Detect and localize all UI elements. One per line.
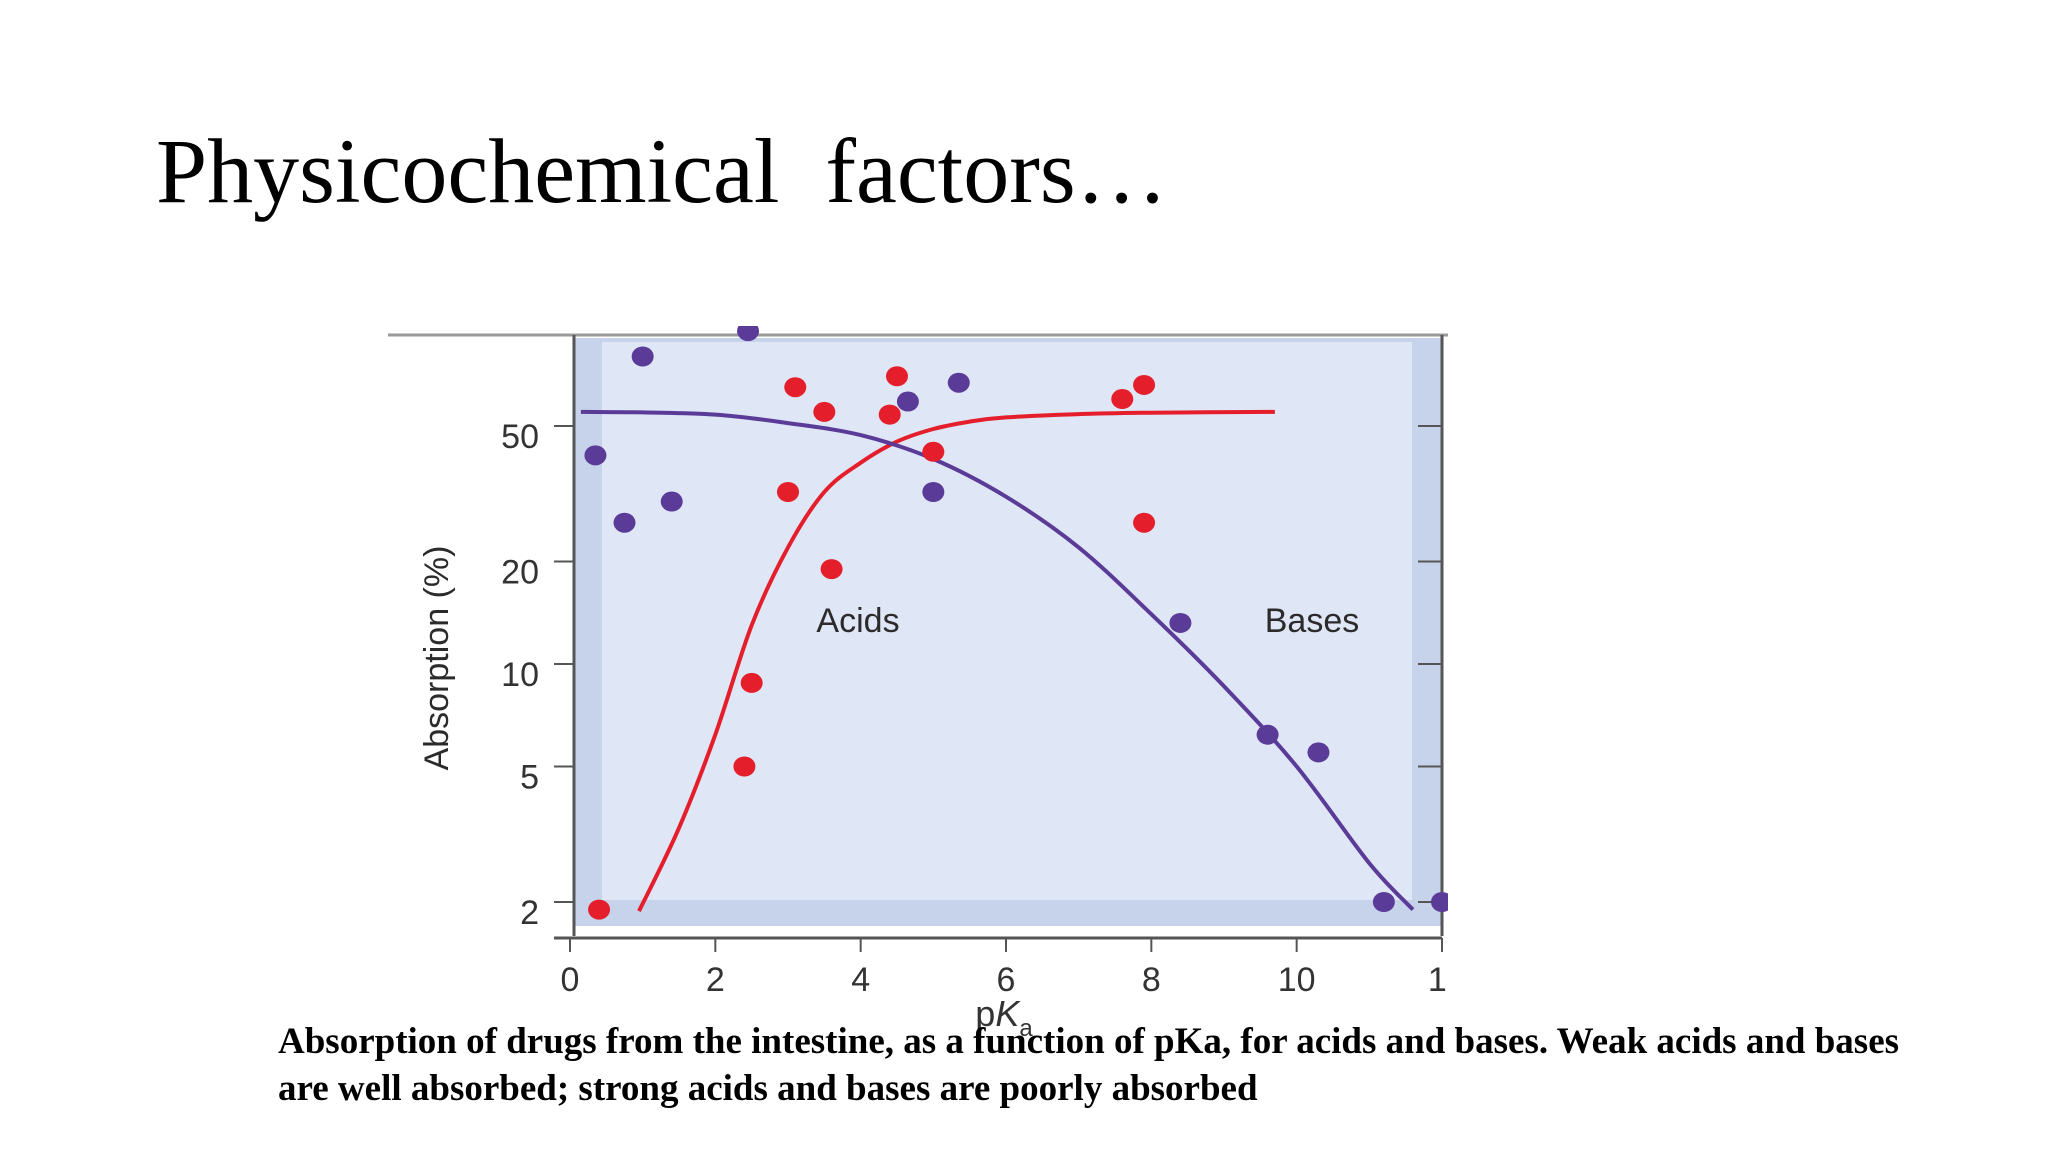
acid-data-point [1133,512,1156,533]
y-tick-label: 5 [520,759,539,797]
base-data-point [737,326,760,342]
base-data-point [1431,892,1448,912]
base-data-point [947,372,970,393]
chart-labels: pKa [975,993,1033,1042]
x-axis-label: pKa [975,993,1033,1042]
acids-curve [637,409,1275,912]
base-data-point [584,445,607,466]
x-tick-label: 8 [1142,961,1161,999]
base-data-point [613,512,636,533]
y-tick-label: 50 [501,418,539,456]
base-data-point [922,481,945,502]
acid-data-point [886,366,908,387]
x-tick-label: 4 [851,961,870,999]
y-tick-label: 20 [501,553,539,591]
chart-curves [580,409,1415,912]
base-data-point [896,391,919,412]
acid-data-point [1133,374,1156,395]
acid-data-point [820,559,843,580]
y-tick-label: 2 [520,894,539,932]
acid-data-point [588,899,611,920]
chart-frame [388,333,1448,940]
base-data-point [1372,892,1395,912]
x-tick-label: 2 [706,961,725,999]
base-data-point [1256,724,1279,745]
figure-caption: Absorption of drugs from the intestine, … [278,1021,1900,1109]
slide-title: Physicochemical factors… [156,120,1168,222]
chart-points [584,326,1448,920]
y-axis-label: Absorption (%) [418,546,456,771]
acids-annotation: Acids [816,602,899,640]
base-data-point [660,491,683,512]
bases-curve [580,409,1415,911]
acid-data-point [733,756,756,777]
y-tick-label: 10 [501,656,539,694]
base-data-point [631,346,654,367]
acid-data-point [813,401,836,422]
x-tick-label: 6 [997,961,1016,999]
acid-data-point [878,404,901,425]
plot-area [602,342,1412,900]
acid-data-point [777,481,799,502]
acid-data-point [1111,389,1134,410]
bases-annotation: Bases [1265,602,1360,640]
acid-data-point [740,672,763,693]
x-tick-label: 0 [561,961,580,999]
acid-data-point [784,377,807,398]
x-tick-label: 1: [1428,961,1448,999]
acid-data-point [922,441,945,462]
base-data-point [1169,612,1192,633]
x-tick-label: 10 [1278,961,1316,999]
base-data-point [1307,742,1330,763]
